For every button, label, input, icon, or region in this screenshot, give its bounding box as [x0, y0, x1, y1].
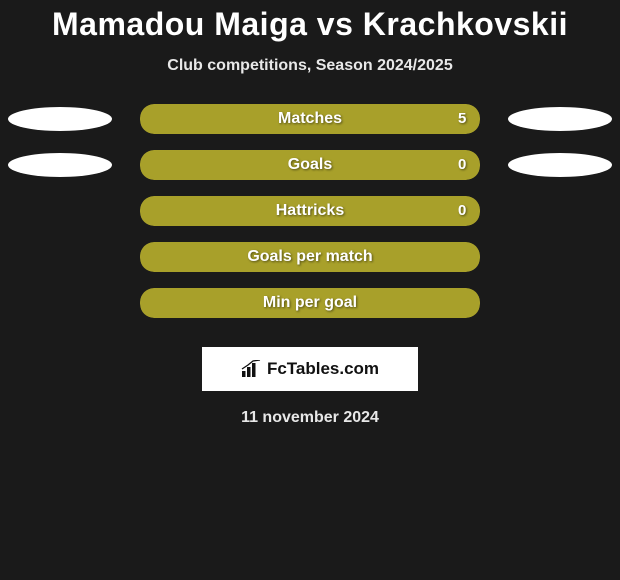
- logo: FcTables.com: [241, 359, 379, 379]
- bar-fill: [140, 288, 480, 318]
- attribution-box: FcTables.com: [202, 347, 418, 391]
- bar-track: [140, 196, 480, 226]
- left-player-marker: [8, 153, 112, 177]
- bar-track: [140, 288, 480, 318]
- stat-row: Hattricks 0: [0, 195, 620, 241]
- right-player-marker: [508, 153, 612, 177]
- bar-track: [140, 242, 480, 272]
- date-text: 11 november 2024: [0, 409, 620, 427]
- bar-fill: [140, 104, 480, 134]
- bar-track: [140, 104, 480, 134]
- stat-row: Goals per match: [0, 241, 620, 287]
- subtitle: Club competitions, Season 2024/2025: [0, 57, 620, 75]
- logo-text: FcTables.com: [267, 359, 379, 379]
- stat-row: Min per goal: [0, 287, 620, 333]
- right-player-marker: [508, 107, 612, 131]
- bar-fill: [140, 150, 480, 180]
- left-player-marker: [8, 107, 112, 131]
- stat-row: Goals 0: [0, 149, 620, 195]
- page-title: Mamadou Maiga vs Krachkovskii: [0, 0, 620, 43]
- bar-track: [140, 150, 480, 180]
- comparison-chart: Matches 5 Goals 0 Hattricks 0 Goals per …: [0, 103, 620, 333]
- bar-fill: [140, 196, 480, 226]
- bar-chart-icon: [241, 360, 263, 378]
- stat-row: Matches 5: [0, 103, 620, 149]
- bar-fill: [140, 242, 480, 272]
